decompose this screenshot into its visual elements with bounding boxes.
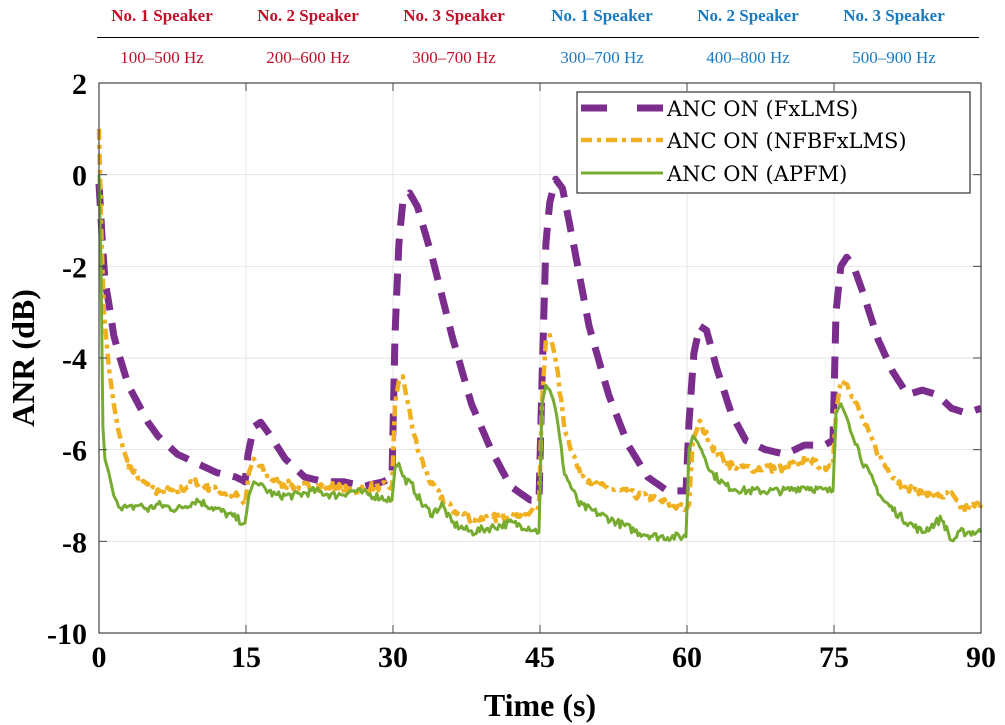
x-tick-label: 15: [231, 641, 261, 674]
x-tick-label: 90: [966, 641, 996, 674]
legend-label-apfm: ANC ON (APFM): [666, 162, 847, 186]
speaker-header-3: No. 3 Speaker: [403, 6, 505, 25]
x-tick-label: 45: [525, 641, 555, 674]
freq-band-3: 300–700 Hz: [412, 48, 496, 67]
y-tick-label: 0: [72, 160, 87, 193]
freq-band-1: 100–500 Hz: [120, 48, 204, 67]
legend: ANC ON (FxLMS) ANC ON (NFBFxLMS) ANC ON …: [576, 91, 971, 194]
y-tick-label: -8: [62, 526, 87, 559]
speaker-header-4: No. 1 Speaker: [551, 6, 653, 25]
y-tick-label: -2: [62, 251, 87, 284]
freq-band-5: 400–800 Hz: [706, 48, 790, 67]
speaker-header-2: No. 2 Speaker: [257, 6, 359, 25]
x-tick-label: 60: [672, 641, 702, 674]
series-line-anc-on-apfm: [97, 174, 983, 543]
y-tick-labels: 2 0 -2 -4 -6 -8 -10: [47, 68, 87, 651]
y-tick-label: -10: [47, 618, 87, 651]
legend-label-fxlms: ANC ON (FxLMS): [666, 97, 858, 121]
speaker-header-5: No. 2 Speaker: [697, 6, 799, 25]
x-tick-labels: 0 15 30 45 60 75 90: [92, 641, 997, 674]
freq-band-2: 200–600 Hz: [266, 48, 350, 67]
x-tick-label: 30: [378, 641, 408, 674]
header-rule: [97, 37, 979, 38]
x-axis-label: Time (s): [484, 687, 596, 723]
x-tick-label: 75: [819, 641, 849, 674]
legend-label-nfbfxlms: ANC ON (NFBFxLMS): [666, 129, 907, 153]
tick-marks: [98, 82, 982, 634]
series-group: [95, 128, 984, 543]
x-tick-label: 0: [92, 641, 107, 674]
y-tick-label: -4: [62, 343, 87, 376]
y-tick-label: 2: [72, 68, 87, 101]
freq-band-6: 500–900 Hz: [852, 48, 936, 67]
y-tick-label: -6: [62, 435, 87, 468]
y-axis-label: ANR (dB): [5, 289, 41, 427]
freq-band-4: 300–700 Hz: [560, 48, 644, 67]
speaker-header-1: No. 1 Speaker: [111, 6, 213, 25]
speaker-header-6: No. 3 Speaker: [843, 6, 945, 25]
